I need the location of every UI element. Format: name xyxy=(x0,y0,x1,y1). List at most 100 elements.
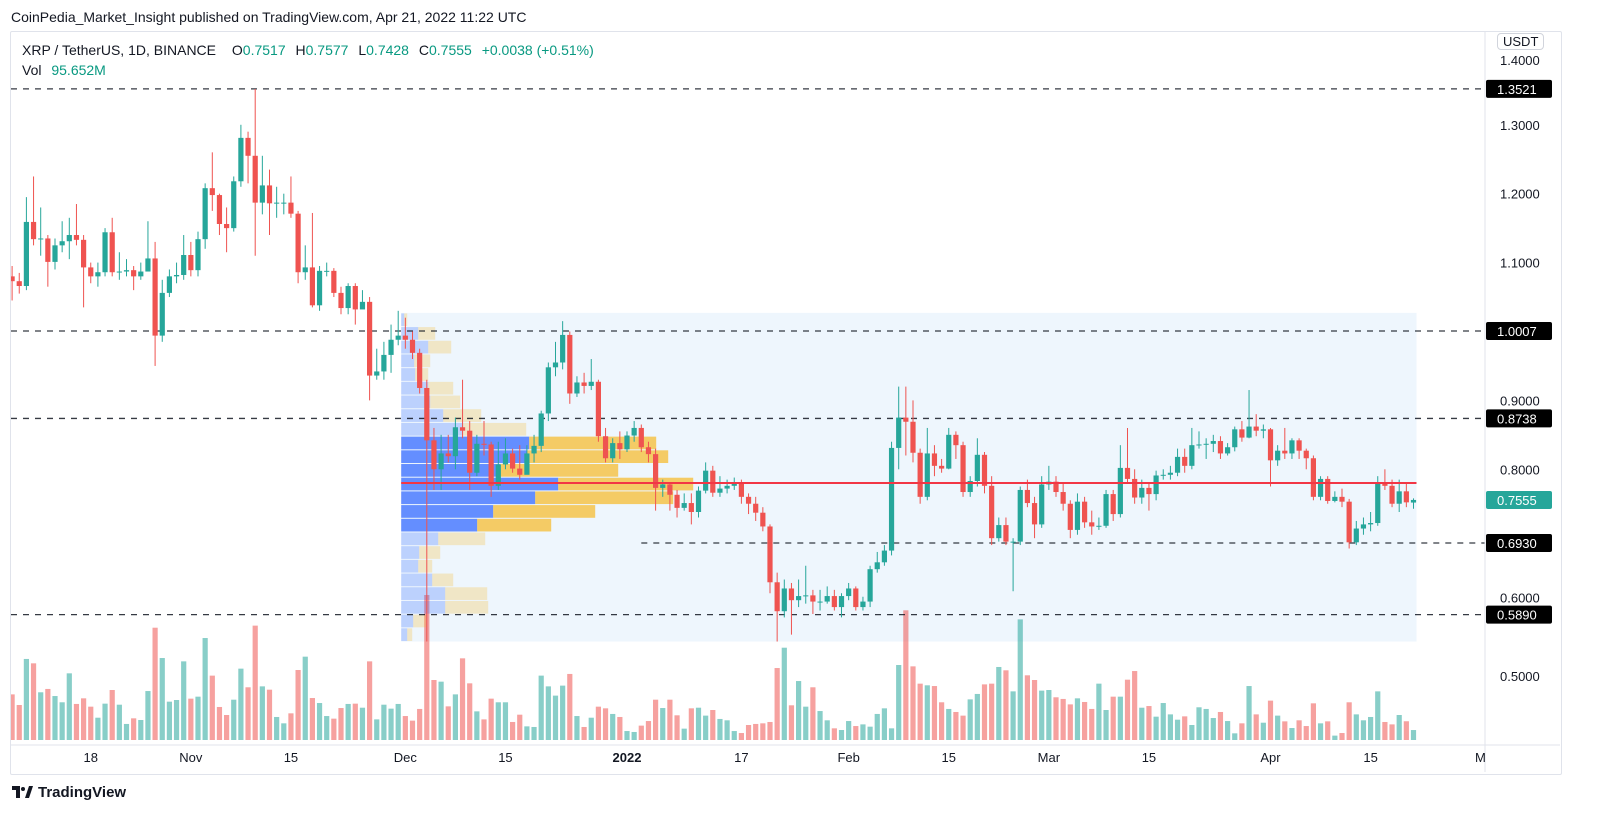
volume-bar xyxy=(16,705,22,740)
candle-body xyxy=(1060,492,1066,504)
candle-body xyxy=(1317,478,1324,497)
volume-bar xyxy=(781,647,787,740)
volume-bar xyxy=(309,698,315,740)
candle-body xyxy=(667,484,673,495)
volume-bar xyxy=(1203,708,1209,740)
volume-bar xyxy=(681,728,687,740)
candle-body xyxy=(1332,496,1338,501)
level-price-label-box xyxy=(1486,605,1552,624)
volume-bar xyxy=(524,726,530,740)
volume-bar xyxy=(123,723,130,740)
volume-bar xyxy=(352,703,358,740)
volume-bar xyxy=(703,715,709,740)
volume-bar xyxy=(1146,706,1152,740)
volume-bar xyxy=(624,731,630,740)
candle-body xyxy=(73,235,80,240)
candle-body xyxy=(688,503,694,513)
candle-body xyxy=(638,427,644,448)
candle-body xyxy=(374,371,380,376)
candle-body xyxy=(209,188,215,196)
volume-profile-down-row xyxy=(418,559,433,573)
volume-bar xyxy=(846,721,852,740)
volume-bar xyxy=(274,716,280,740)
x-tick-label: 15 xyxy=(498,750,512,765)
volume-bar xyxy=(288,713,294,740)
volume-profile-down-row xyxy=(430,395,461,409)
volume-bar xyxy=(1239,723,1245,740)
y-tick-label: 0.5000 xyxy=(1500,669,1540,684)
symbol-title[interactable]: XRP / TetherUS, 1D, BINANCE xyxy=(22,42,216,58)
volume-profile-down-row xyxy=(500,464,619,477)
candle-body xyxy=(38,238,44,240)
volume-bar xyxy=(145,691,151,740)
volume-bar xyxy=(1339,733,1345,740)
candle-body xyxy=(145,258,151,272)
volume-profile-down-row xyxy=(418,327,436,340)
candle-body xyxy=(1067,503,1073,530)
candle-body xyxy=(1303,450,1309,459)
candle-body xyxy=(681,503,687,508)
published-caption: CoinPedia_Market_Insight published on Tr… xyxy=(11,9,527,25)
volume-profile-down-row xyxy=(413,614,427,628)
candle-body xyxy=(1089,522,1095,527)
volume-bar xyxy=(1031,680,1038,740)
y-tick-label: 0.9000 xyxy=(1500,393,1540,408)
volume-profile-up-row xyxy=(401,505,494,518)
candle-body xyxy=(624,435,630,450)
volume-bar xyxy=(109,690,115,740)
candle-body xyxy=(810,595,816,602)
volume-bar xyxy=(1267,700,1274,740)
volume-profile-up-row xyxy=(401,600,446,614)
candle-body xyxy=(996,525,1002,539)
candle-body xyxy=(324,270,330,272)
y-tick-label: 1.3000 xyxy=(1500,118,1540,133)
candle-body xyxy=(30,221,37,240)
candle-body xyxy=(1031,503,1038,525)
volume-bar xyxy=(724,720,730,740)
candle-body xyxy=(853,588,859,608)
volume-bar xyxy=(931,686,938,740)
volume-bar xyxy=(1296,720,1302,740)
candle-body xyxy=(438,453,444,470)
volume-bar xyxy=(159,658,165,740)
candle-body xyxy=(188,255,194,271)
candle-body xyxy=(338,292,344,309)
volume-bar xyxy=(874,713,880,740)
candle-body xyxy=(259,185,265,203)
volume-bar xyxy=(281,723,287,740)
volume-bar xyxy=(1053,697,1059,740)
candle-body xyxy=(88,267,94,277)
candle-body xyxy=(288,202,294,214)
volume-bar xyxy=(30,663,37,740)
volume-bar xyxy=(817,711,823,740)
candle-body xyxy=(524,453,530,475)
candle-body xyxy=(452,427,458,457)
candle-body xyxy=(495,464,501,486)
volume-bar xyxy=(674,715,680,740)
candle-body xyxy=(953,434,959,446)
volume-bar xyxy=(760,723,766,740)
volume-bar xyxy=(517,714,523,740)
candle-body xyxy=(488,444,494,486)
volume-bar xyxy=(81,698,87,740)
candle-body xyxy=(409,339,416,353)
volume-bar xyxy=(252,625,258,740)
volume-bar xyxy=(1317,723,1324,740)
candle-body xyxy=(459,427,466,431)
candle-body xyxy=(181,255,187,275)
volume-bar xyxy=(295,670,301,740)
volume-bar xyxy=(1368,716,1374,740)
candle-body xyxy=(989,485,995,539)
volume-bar xyxy=(974,693,980,740)
level-price-label: 0.8738 xyxy=(1497,411,1537,426)
currency-button[interactable]: USDT xyxy=(1497,33,1545,50)
candle-body xyxy=(166,276,172,293)
tradingview-brand[interactable]: TradingView xyxy=(12,784,126,801)
volume-bar xyxy=(631,731,637,740)
candle-body xyxy=(653,454,659,488)
volume-bar xyxy=(1182,716,1188,740)
volume-bar xyxy=(767,721,773,740)
candle-body xyxy=(767,526,773,583)
volume-bar xyxy=(881,708,887,740)
